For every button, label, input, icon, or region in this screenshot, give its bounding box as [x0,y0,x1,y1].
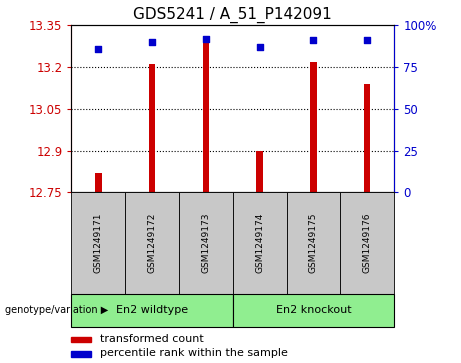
FancyBboxPatch shape [233,294,394,327]
Text: percentile rank within the sample: percentile rank within the sample [100,348,289,359]
Point [95,46,102,52]
Bar [71,351,91,357]
Point [148,39,156,45]
Text: GSM1249174: GSM1249174 [255,213,264,273]
FancyBboxPatch shape [71,294,233,327]
Text: transformed count: transformed count [100,334,204,344]
Text: GSM1249176: GSM1249176 [363,213,372,273]
Text: En2 knockout: En2 knockout [276,305,351,315]
Point [310,37,317,43]
Text: GSM1249172: GSM1249172 [148,213,157,273]
Bar [364,84,371,192]
FancyBboxPatch shape [287,192,340,294]
Bar [203,39,209,192]
Bar [71,337,91,342]
Point [202,36,210,42]
Text: GSM1249171: GSM1249171 [94,213,103,273]
Text: genotype/variation ▶: genotype/variation ▶ [5,305,108,315]
Title: GDS5241 / A_51_P142091: GDS5241 / A_51_P142091 [133,7,332,23]
Point [364,37,371,43]
FancyBboxPatch shape [233,192,287,294]
FancyBboxPatch shape [179,192,233,294]
Bar [310,62,317,192]
FancyBboxPatch shape [125,192,179,294]
FancyBboxPatch shape [71,192,125,294]
Bar [256,151,263,192]
Text: GSM1249173: GSM1249173 [201,213,210,273]
Text: En2 wildtype: En2 wildtype [116,305,188,315]
Bar [95,173,101,192]
Text: GSM1249175: GSM1249175 [309,213,318,273]
Bar [149,64,155,192]
Point [256,44,263,50]
FancyBboxPatch shape [340,192,394,294]
